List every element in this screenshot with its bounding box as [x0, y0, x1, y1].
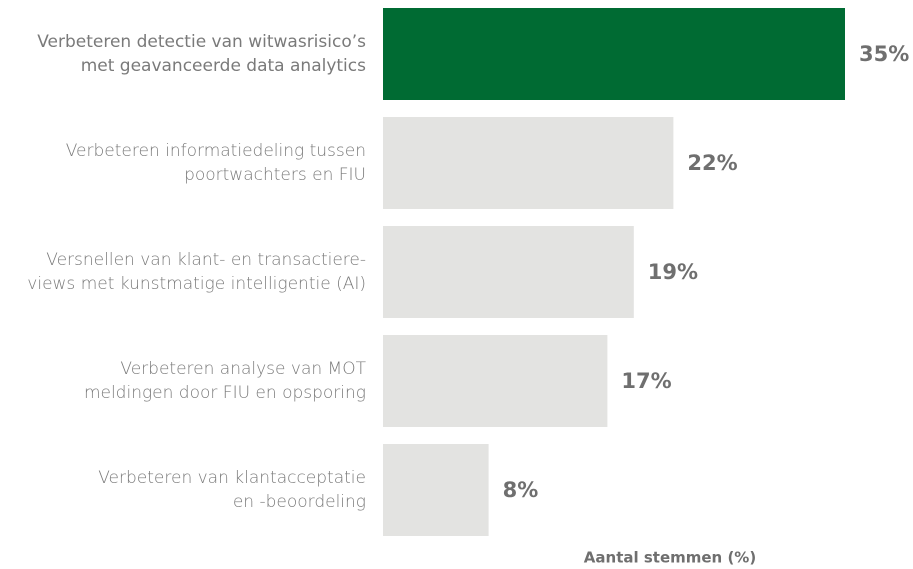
- value-label: 19%: [648, 260, 698, 284]
- category-label: Verbeteren informatiedeling tussen: [66, 141, 366, 161]
- category-label: Verbeteren detectie van witwasrisico’s: [37, 32, 366, 52]
- category-label: Verbeteren analyse van MOT: [120, 359, 366, 379]
- value-label: 17%: [621, 369, 671, 393]
- category-label: poortwachters en FIU: [184, 165, 366, 185]
- value-label: 35%: [859, 42, 909, 66]
- bar: [383, 8, 845, 100]
- value-label: 8%: [503, 478, 539, 502]
- bar: [383, 117, 674, 209]
- category-label: Verbeteren van klantacceptatie: [98, 468, 366, 488]
- bar: [383, 226, 634, 318]
- category-label: en -beoordeling: [233, 492, 366, 512]
- value-label: 22%: [687, 151, 737, 175]
- category-label: met geavanceerde data analytics: [81, 56, 366, 76]
- x-axis-label: Aantal stemmen (%): [584, 549, 756, 567]
- bar: [383, 444, 489, 536]
- category-label: Versnellen van klant- en transactiere-: [46, 250, 366, 270]
- bar: [383, 335, 608, 427]
- category-label: meldingen door FIU en opsporing: [84, 383, 366, 403]
- category-label: views met kunstmatige intelligentie (AI): [27, 274, 366, 294]
